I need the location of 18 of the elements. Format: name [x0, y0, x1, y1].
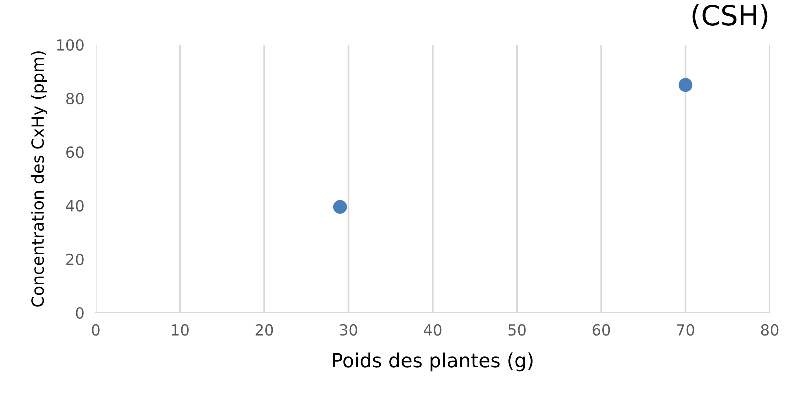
x-tick-label: 20 — [256, 324, 274, 336]
chart-title: (CSH) — [692, 4, 768, 30]
y-tick-label: 0 — [76, 307, 84, 320]
x-tick-label: 40 — [424, 324, 442, 336]
x-tick-label: 80 — [761, 324, 779, 336]
y-axis-title: Concentration des CxHy (ppm) — [31, 52, 48, 307]
x-tick-label: 30 — [340, 324, 358, 336]
y-tick-label: 40 — [66, 200, 84, 212]
x-tick-label: 60 — [592, 324, 610, 336]
y-tick-label: 20 — [66, 254, 84, 266]
x-tick-label: 0 — [92, 324, 100, 336]
y-tick-label: 80 — [66, 93, 84, 105]
y-tick-label: 100 — [57, 39, 84, 52]
x-tick-label: 70 — [677, 324, 694, 336]
x-tick-label: 50 — [508, 324, 526, 336]
y-tick-label: 60 — [66, 146, 84, 158]
x-axis-title: Poids des plantes (g) — [333, 352, 533, 372]
x-tick-label: 10 — [172, 324, 189, 336]
